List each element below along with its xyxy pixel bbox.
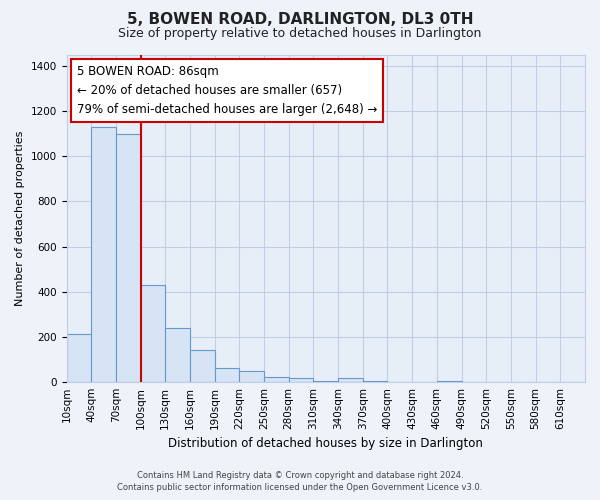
- Bar: [215, 368, 239, 382]
- Bar: [91, 127, 116, 382]
- Text: Contains HM Land Registry data © Crown copyright and database right 2024.
Contai: Contains HM Land Registry data © Crown c…: [118, 471, 482, 492]
- Bar: [165, 328, 190, 382]
- Bar: [140, 285, 165, 382]
- Y-axis label: Number of detached properties: Number of detached properties: [15, 130, 25, 306]
- Bar: [116, 134, 140, 382]
- Bar: [239, 370, 264, 382]
- Bar: [190, 350, 215, 382]
- Text: Size of property relative to detached houses in Darlington: Size of property relative to detached ho…: [118, 28, 482, 40]
- Text: 5 BOWEN ROAD: 86sqm
← 20% of detached houses are smaller (657)
79% of semi-detac: 5 BOWEN ROAD: 86sqm ← 20% of detached ho…: [77, 65, 377, 116]
- Bar: [437, 380, 461, 382]
- X-axis label: Distribution of detached houses by size in Darlington: Distribution of detached houses by size …: [169, 437, 483, 450]
- Bar: [289, 378, 313, 382]
- Bar: [67, 334, 91, 382]
- Bar: [313, 380, 338, 382]
- Bar: [363, 380, 388, 382]
- Bar: [338, 378, 363, 382]
- Text: 5, BOWEN ROAD, DARLINGTON, DL3 0TH: 5, BOWEN ROAD, DARLINGTON, DL3 0TH: [127, 12, 473, 28]
- Bar: [264, 378, 289, 382]
